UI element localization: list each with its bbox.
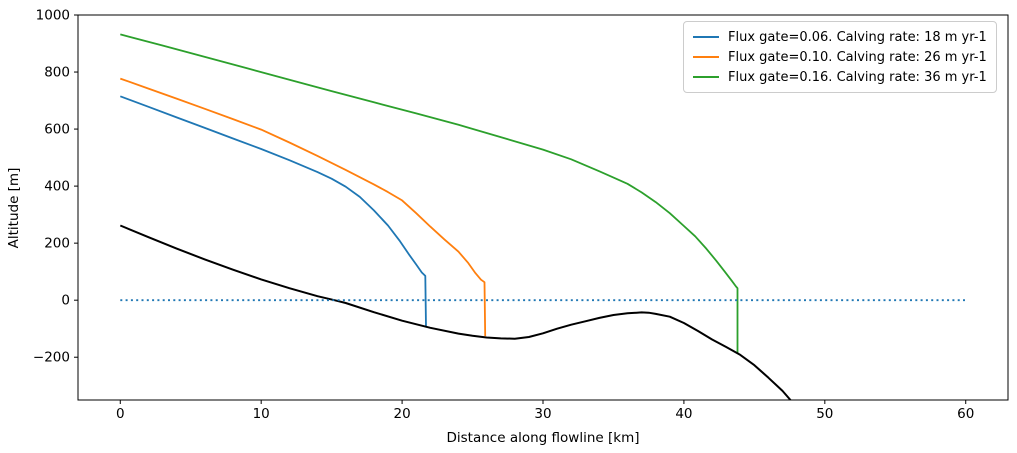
bed-topography-line xyxy=(119,224,792,400)
legend-label: Flux gate=0.10. Calving rate: 26 m yr-1 xyxy=(728,49,987,65)
legend-label: Flux gate=0.16. Calving rate: 36 m yr-1 xyxy=(728,69,987,85)
legend-entry-flux-006: Flux gate=0.06. Calving rate: 18 m yr-1 xyxy=(693,27,987,47)
x-tick-label: 20 xyxy=(393,406,410,422)
green-line-swatch-icon xyxy=(693,76,719,78)
x-tick-label: 10 xyxy=(253,406,270,422)
legend: Flux gate=0.06. Calving rate: 18 m yr-1 … xyxy=(683,21,997,93)
y-tick-label: 0 xyxy=(61,293,70,309)
y-tick-label: 600 xyxy=(44,122,70,138)
x-tick-label: 0 xyxy=(116,406,125,422)
blue-line-swatch-icon xyxy=(693,36,719,38)
y-axis-label: Altitude [m] xyxy=(6,167,22,249)
x-axis-label: Distance along flowline [km] xyxy=(446,430,640,446)
x-tick-label: 50 xyxy=(816,406,833,422)
legend-entry-flux-010: Flux gate=0.10. Calving rate: 26 m yr-1 xyxy=(693,47,987,67)
y-tick-label: 800 xyxy=(44,65,70,81)
surface-flux-gate-016-line xyxy=(120,33,739,354)
legend-entry-flux-016: Flux gate=0.16. Calving rate: 36 m yr-1 xyxy=(693,67,987,87)
y-tick-label: 200 xyxy=(44,236,70,252)
y-tick-label: 1000 xyxy=(36,8,70,24)
legend-label: Flux gate=0.06. Calving rate: 18 m yr-1 xyxy=(728,29,987,45)
surface-flux-gate-010-line xyxy=(119,77,487,337)
x-tick-label: 40 xyxy=(675,406,692,422)
y-tick-label: −200 xyxy=(33,350,70,366)
orange-line-swatch-icon xyxy=(693,56,719,58)
x-tick-label: 60 xyxy=(957,406,974,422)
x-tick-label: 30 xyxy=(534,406,551,422)
y-tick-label: 400 xyxy=(44,179,70,195)
surface-flux-gate-006-line xyxy=(119,95,427,328)
